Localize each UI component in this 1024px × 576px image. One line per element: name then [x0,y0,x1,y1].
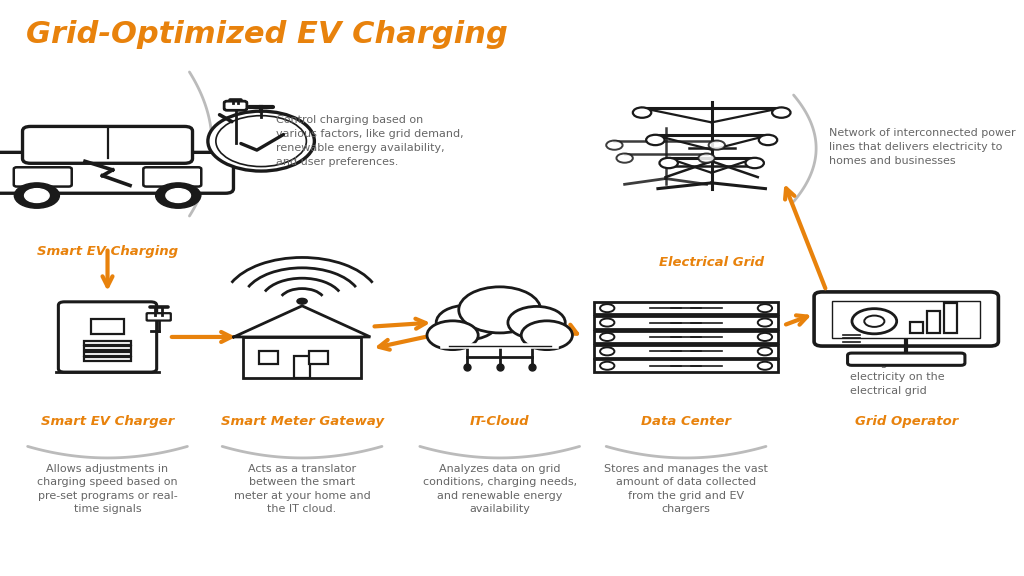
Circle shape [600,362,614,370]
Circle shape [600,347,614,355]
Circle shape [759,135,777,145]
Circle shape [758,304,772,312]
Circle shape [758,347,772,355]
Circle shape [758,362,772,370]
Text: Manage the flow of
electricity on the
electrical grid: Manage the flow of electricity on the el… [850,358,957,396]
Circle shape [459,287,541,333]
Text: Analyzes data on grid
conditions, charging needs,
and renewable energy
availabil: Analyzes data on grid conditions, chargi… [423,464,577,514]
FancyBboxPatch shape [594,316,778,329]
Circle shape [297,298,307,304]
Circle shape [606,141,623,150]
Bar [294,355,310,378]
Text: IT-Cloud: IT-Cloud [470,415,529,428]
Circle shape [454,314,515,348]
Bar [259,351,279,364]
Circle shape [208,111,314,171]
Bar [243,337,361,378]
Circle shape [461,289,539,333]
Circle shape [507,306,564,339]
Circle shape [487,314,549,348]
Circle shape [436,305,498,340]
Circle shape [698,154,715,163]
Circle shape [436,305,498,340]
Circle shape [600,319,614,327]
Text: Smart EV Charger: Smart EV Charger [41,415,174,428]
Text: Grid-Optimized EV Charging: Grid-Optimized EV Charging [26,20,508,49]
Circle shape [616,154,633,163]
Circle shape [659,158,678,168]
Circle shape [216,116,306,166]
Circle shape [600,304,614,312]
FancyBboxPatch shape [146,313,171,321]
Circle shape [521,321,572,350]
FancyBboxPatch shape [23,127,193,164]
FancyBboxPatch shape [594,302,778,314]
Text: Control charging based on
various factors, like grid demand,
renewable energy av: Control charging based on various factor… [276,115,464,167]
Text: Smart Meter Gateway: Smart Meter Gateway [220,415,384,428]
Circle shape [758,333,772,341]
Bar [84,341,131,345]
Bar [84,346,131,350]
Text: Stores and manages the vast
amount of data collected
from the grid and EV
charge: Stores and manages the vast amount of da… [604,464,768,514]
Circle shape [600,333,614,341]
FancyBboxPatch shape [594,359,778,372]
Circle shape [633,107,651,118]
FancyBboxPatch shape [13,167,72,187]
Bar [944,304,956,334]
Circle shape [709,141,725,150]
Bar [84,351,131,355]
Circle shape [745,158,764,168]
Circle shape [864,316,885,327]
FancyBboxPatch shape [58,302,157,372]
Circle shape [166,189,190,203]
Bar [910,322,923,334]
Bar [309,351,329,364]
FancyBboxPatch shape [833,301,980,338]
FancyBboxPatch shape [143,167,202,187]
Circle shape [852,309,897,334]
Circle shape [772,107,791,118]
Bar [928,312,940,334]
Circle shape [14,183,59,209]
Circle shape [758,319,772,327]
Text: Grid Operator: Grid Operator [855,415,957,428]
Text: Electrical Grid: Electrical Grid [659,256,764,270]
Text: Acts as a translator
between the smart
meter at your home and
the IT cloud.: Acts as a translator between the smart m… [233,464,371,514]
FancyBboxPatch shape [91,319,124,334]
Text: Allows adjustments in
charging speed based on
pre-set programs or real-
time sig: Allows adjustments in charging speed bas… [37,464,178,514]
FancyBboxPatch shape [594,331,778,343]
FancyBboxPatch shape [0,152,233,194]
Bar [84,357,131,361]
Circle shape [646,135,665,145]
FancyBboxPatch shape [224,101,247,111]
FancyBboxPatch shape [848,353,965,365]
FancyBboxPatch shape [814,292,998,346]
Text: Smart EV Charging: Smart EV Charging [37,245,178,258]
Circle shape [156,183,201,209]
Circle shape [25,189,49,203]
Text: Network of interconnected power
lines that delivers electricity to
homes and bus: Network of interconnected power lines th… [829,128,1016,166]
FancyBboxPatch shape [594,345,778,358]
Circle shape [427,321,478,350]
FancyBboxPatch shape [426,309,573,351]
Circle shape [508,306,565,339]
Text: Data Center: Data Center [641,415,731,428]
